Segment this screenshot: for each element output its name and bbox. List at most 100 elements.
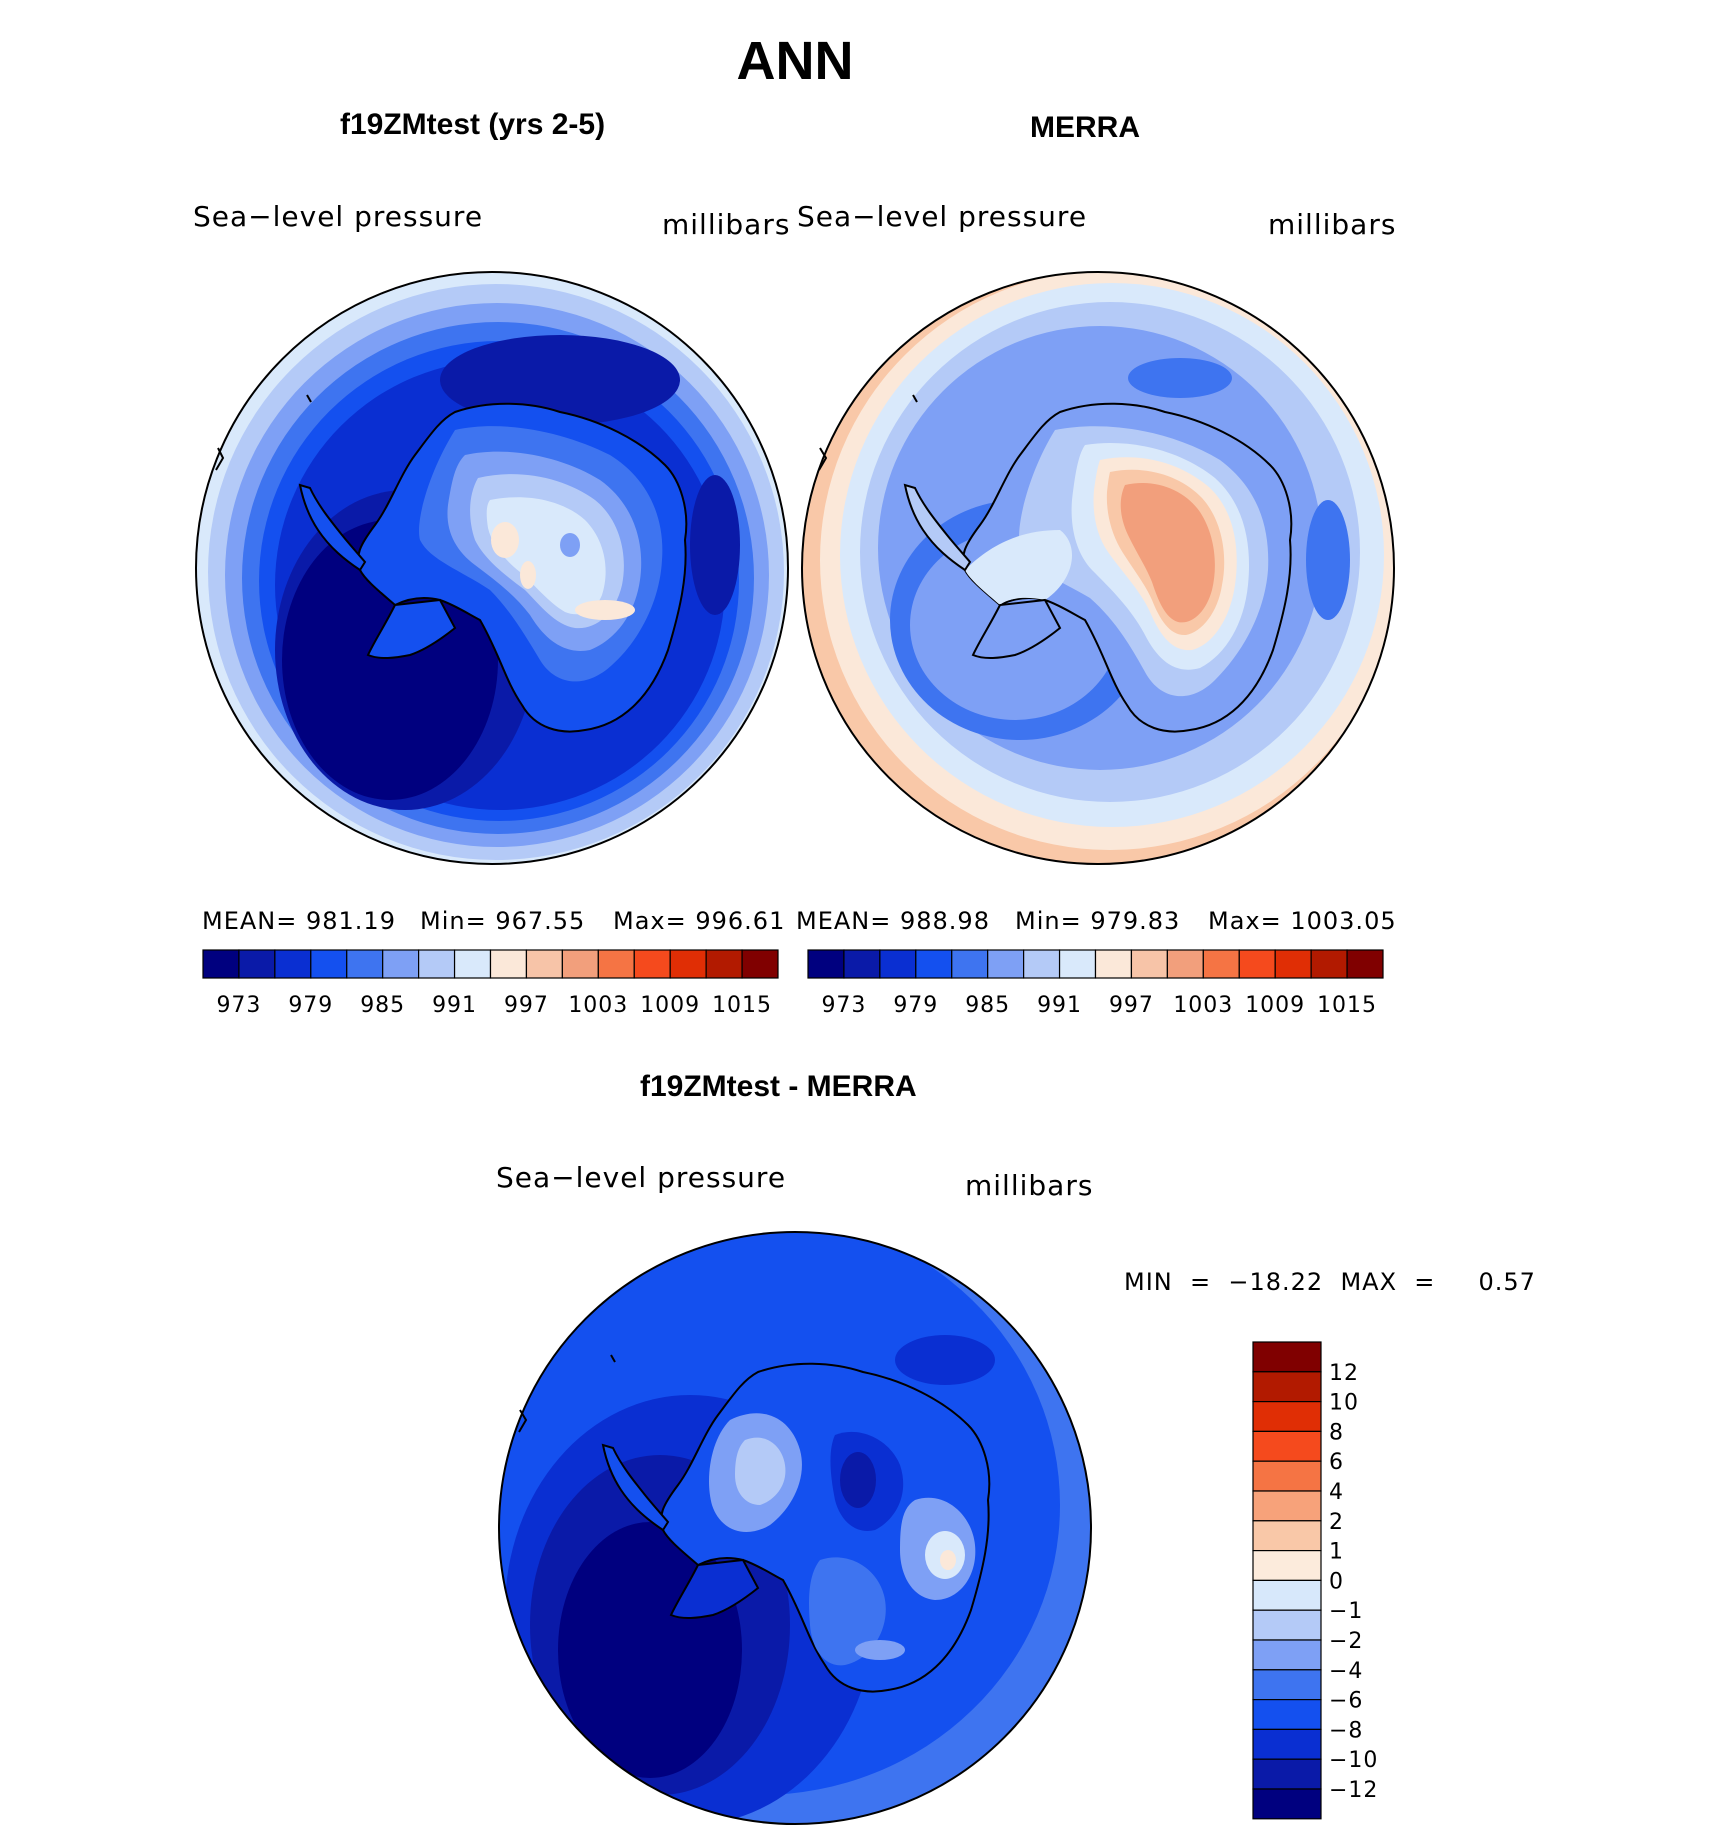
right-colorbar-swatch — [1130, 949, 1168, 979]
diff-colorbar-swatch — [1252, 1341, 1322, 1373]
right-colorbar-swatch — [1202, 949, 1240, 979]
right-colorbar-swatch — [1310, 949, 1348, 979]
right-map — [801, 271, 1395, 865]
right-colorbar-swatch — [1238, 949, 1276, 979]
diff-colorbar-swatch — [1252, 1371, 1322, 1403]
left-colorbar-tick-label: 991 — [432, 993, 477, 1018]
left-colorbar-swatch — [597, 949, 635, 979]
left-colorbar-tick-label: 997 — [504, 993, 549, 1018]
diff-colorbar-swatch — [1252, 1490, 1322, 1522]
diff-colorbar-tick-label: −10 — [1329, 1748, 1378, 1773]
left-panel-title: f19ZMtest (yrs 2-5) — [340, 108, 606, 141]
left-colorbar-swatch — [274, 949, 312, 979]
left-colorbar-swatch — [705, 949, 743, 979]
diff-colorbar-swatch — [1252, 1549, 1322, 1581]
diff-units-label: millibars — [965, 1169, 1094, 1202]
left-min-label: Min= 967.55 — [420, 907, 586, 935]
diff-colorbar-tick-label: 10 — [1329, 1391, 1359, 1416]
diff-colorbar-swatch — [1252, 1728, 1322, 1760]
right-colorbar-tick-label: 1003 — [1173, 993, 1233, 1018]
diff-colorbar-swatch — [1252, 1460, 1322, 1492]
left-colorbar-tick-label: 979 — [288, 993, 333, 1018]
diff-colorbar-tick-label: −2 — [1329, 1629, 1363, 1654]
diff-colorbar-tick-label: −12 — [1329, 1778, 1378, 1803]
left-mean-label: MEAN= 981.19 — [202, 907, 396, 935]
diff-colorbar-tick-label: 8 — [1329, 1420, 1344, 1445]
right-colorbar-swatch — [1274, 949, 1312, 979]
diff-colorbar-swatch — [1252, 1788, 1322, 1820]
left-colorbar-swatch — [346, 949, 384, 979]
diff-colorbar-swatch — [1252, 1579, 1322, 1611]
right-colorbar-swatch — [1094, 949, 1133, 979]
right-colorbar-swatch — [1346, 949, 1384, 979]
right-colorbar-swatch — [879, 949, 917, 979]
right-colorbar: 973 979 985 991 997 1003 1009 1015 — [807, 949, 1384, 1018]
right-colorbar-swatch — [987, 949, 1025, 979]
left-colorbar-swatch — [202, 949, 240, 979]
diff-colorbar-swatch — [1252, 1758, 1322, 1790]
diff-colorbar-swatch — [1252, 1520, 1322, 1552]
right-colorbar-swatch — [1058, 949, 1097, 979]
diff-minmax-label: MIN = −18.22 MAX = 0.57 — [1124, 1268, 1536, 1296]
right-colorbar-swatch — [1023, 949, 1061, 979]
left-colorbar-swatch — [525, 949, 563, 979]
left-colorbar-swatch — [669, 949, 707, 979]
left-colorbar-swatch — [489, 949, 528, 979]
diff-panel-title: f19ZMtest - MERRA — [640, 1070, 917, 1103]
diff-colorbar-swatch — [1252, 1430, 1322, 1462]
diff-colorbar-tick-label: 0 — [1329, 1569, 1344, 1594]
right-colorbar-tick-label: 985 — [965, 993, 1010, 1018]
figure-title: ANN — [736, 31, 854, 91]
right-colorbar-swatch — [915, 949, 953, 979]
right-units-label: millibars — [1268, 208, 1397, 241]
diff-colorbar-tick-label: 4 — [1329, 1480, 1344, 1505]
right-mean-label: MEAN= 988.98 — [796, 907, 990, 935]
left-colorbar-swatch — [418, 949, 456, 979]
left-colorbar-swatch — [238, 949, 276, 979]
left-colorbar-swatch — [741, 949, 779, 979]
diff-colorbar-swatch — [1252, 1609, 1322, 1641]
right-min-label: Min= 979.83 — [1015, 907, 1181, 935]
diff-colorbar-tick-label: 2 — [1329, 1510, 1344, 1535]
right-colorbar-tick-label: 979 — [893, 993, 938, 1018]
right-colorbar-tick-label: 1009 — [1245, 993, 1305, 1018]
diff-colorbar-swatch — [1252, 1698, 1322, 1730]
left-units-label: millibars — [662, 208, 791, 241]
right-colorbar-tick-label: 1015 — [1317, 993, 1377, 1018]
right-colorbar-tick-label: 997 — [1109, 993, 1154, 1018]
right-colorbar-swatch — [843, 949, 881, 979]
left-map — [195, 271, 789, 865]
right-panel-title: MERRA — [1030, 111, 1140, 144]
diff-colorbar-tick-label: −6 — [1329, 1689, 1363, 1714]
diff-colorbar-tick-label: 12 — [1329, 1361, 1359, 1386]
right-variable-label: Sea−level pressure — [797, 200, 1088, 233]
diff-colorbar-tick-label: 1 — [1329, 1540, 1344, 1565]
diff-variable-label: Sea−level pressure — [496, 1161, 787, 1194]
right-max-label: Max= 1003.05 — [1208, 907, 1397, 935]
left-colorbar-swatch — [633, 949, 671, 979]
left-variable-label: Sea−level pressure — [193, 200, 484, 233]
diff-colorbar-swatch — [1252, 1639, 1322, 1671]
diff-colorbar-tick-label: −1 — [1329, 1599, 1363, 1624]
left-colorbar: 973 979 985 991 997 1003 1009 1015 — [202, 949, 779, 1018]
left-colorbar-tick-label: 1009 — [640, 993, 700, 1018]
right-colorbar-tick-label: 991 — [1037, 993, 1082, 1018]
left-colorbar-swatch — [310, 949, 348, 979]
left-colorbar-swatch — [382, 949, 420, 979]
left-colorbar-tick-label: 1015 — [712, 993, 772, 1018]
diff-colorbar-tick-label: −8 — [1329, 1718, 1363, 1743]
right-colorbar-tick-label: 973 — [821, 993, 866, 1018]
left-colorbar-tick-label: 1003 — [568, 993, 628, 1018]
left-colorbar-tick-label: 985 — [360, 993, 405, 1018]
right-colorbar-swatch — [807, 949, 845, 979]
diff-colorbar-swatch — [1252, 1669, 1322, 1701]
diff-map — [498, 1231, 1092, 1825]
left-max-label: Max= 996.61 — [613, 907, 786, 935]
right-colorbar-swatch — [951, 949, 989, 979]
left-colorbar-tick-label: 973 — [216, 993, 261, 1018]
right-colorbar-swatch — [1166, 949, 1204, 979]
diff-colorbar-tick-label: −4 — [1329, 1659, 1363, 1684]
diff-colorbar-tick-label: 6 — [1329, 1450, 1344, 1475]
